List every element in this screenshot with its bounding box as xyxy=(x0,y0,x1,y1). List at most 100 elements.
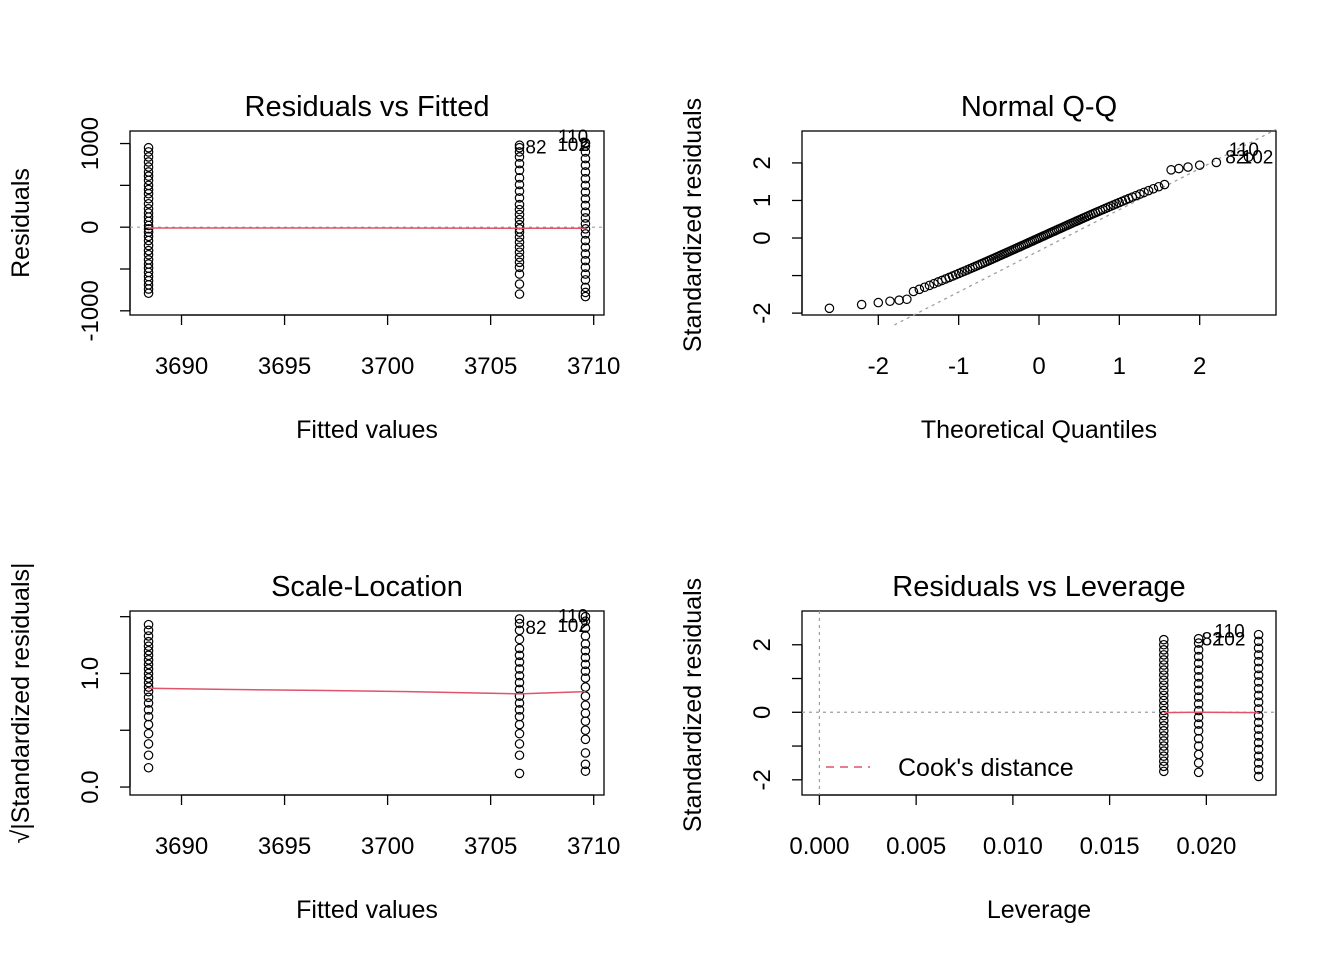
p3-point xyxy=(580,748,591,758)
p4-point xyxy=(1158,710,1169,721)
p2-point xyxy=(885,296,895,307)
p1-point xyxy=(580,167,591,177)
p1-y-tick-label: 1000 xyxy=(77,117,104,170)
panel-normal-qq: Normal Q-Q Theoretical Quantiles Standar… xyxy=(679,91,1277,444)
p1-point xyxy=(143,259,154,269)
p3-point xyxy=(143,698,154,708)
p3-y-axis: 0.0 1.0 xyxy=(77,616,131,804)
p3-point xyxy=(580,691,591,701)
p1-x-tick-label: 3710 xyxy=(567,353,620,380)
p4-point xyxy=(1253,697,1264,707)
p3-point xyxy=(580,673,591,683)
p4-point xyxy=(1158,650,1169,660)
p4-point xyxy=(1193,741,1204,751)
p2-y-tick-label: 1 xyxy=(749,194,776,207)
p3-point xyxy=(514,691,525,701)
p1-point xyxy=(580,137,591,148)
p1-points xyxy=(143,137,591,302)
p2-x-axis: -2 -1 0 1 2 xyxy=(868,314,1206,380)
p4-point xyxy=(1253,731,1264,741)
p4-point xyxy=(1193,733,1204,744)
p2-point xyxy=(1153,181,1164,192)
p1-point xyxy=(143,193,154,204)
p3-point xyxy=(514,677,525,688)
p3-point xyxy=(143,682,154,692)
p3-point xyxy=(514,768,525,779)
p1-point xyxy=(580,213,591,223)
p4-point xyxy=(1193,633,1204,644)
p4-y-axis: -2 0 2 xyxy=(749,638,803,790)
p2-x-tick-label: -2 xyxy=(868,353,889,380)
p1-point xyxy=(143,198,154,209)
p4-y-tick-label: 2 xyxy=(749,638,776,651)
p3-x-tick-label: 3690 xyxy=(155,833,208,860)
p3-point xyxy=(143,636,154,647)
p3-point xyxy=(514,705,525,715)
p1-x-tick-label: 3705 xyxy=(464,353,517,380)
p1-point xyxy=(514,147,525,157)
p1-point xyxy=(580,207,591,217)
p2-point xyxy=(1166,165,1176,175)
p2-point xyxy=(856,299,867,310)
p1-point xyxy=(514,173,525,183)
p3-x-tick-label: 3700 xyxy=(361,833,414,860)
p2-point xyxy=(1148,183,1159,194)
p3-point-labels: 110 82 102 xyxy=(525,607,589,639)
p4-point xyxy=(1193,645,1204,655)
p1-point xyxy=(580,291,591,302)
p3-point xyxy=(580,652,591,663)
p1-point xyxy=(580,255,591,266)
p4-point xyxy=(1253,771,1264,782)
p1-point xyxy=(514,237,525,248)
p3-point xyxy=(143,631,154,641)
p3-point xyxy=(580,645,591,656)
p2-point xyxy=(924,280,935,291)
p4-point xyxy=(1253,717,1264,728)
p4-point xyxy=(1193,719,1204,729)
panel-scale-location: Scale-Location Fitted values √|Standardi… xyxy=(7,562,620,924)
p1-point-label: 110 xyxy=(558,127,588,148)
p1-point xyxy=(514,279,525,289)
p1-point-label: 82 xyxy=(525,138,546,159)
p4-point xyxy=(1193,678,1204,689)
p1-point xyxy=(514,257,525,268)
p4-point xyxy=(1158,695,1169,706)
p1-point xyxy=(143,142,154,153)
p3-x-axis-label: Fitted values xyxy=(296,896,438,924)
p4-point xyxy=(1193,749,1204,760)
p3-point xyxy=(580,700,591,711)
p1-point xyxy=(514,186,525,197)
p2-point xyxy=(1159,179,1170,190)
p3-points xyxy=(143,611,591,779)
p3-point xyxy=(143,705,154,715)
p4-point xyxy=(1158,685,1169,696)
p4-point-label: 102 xyxy=(1214,630,1246,651)
p4-x-tick-label: 0.020 xyxy=(1176,833,1236,860)
p3-y-axis-label: √|Standardized residuals| xyxy=(7,562,35,843)
p4-point xyxy=(1158,655,1169,665)
p4-point xyxy=(1253,650,1264,660)
p2-point xyxy=(1194,160,1205,170)
p4-point xyxy=(1158,715,1169,726)
p2-point-label: 82 xyxy=(1225,147,1246,168)
p1-point xyxy=(580,275,591,285)
p3-point xyxy=(143,619,154,630)
p2-point xyxy=(873,297,884,308)
p4-point xyxy=(1253,643,1264,653)
p4-point xyxy=(1158,670,1169,680)
p1-y-axis: -1000 0 1000 xyxy=(77,117,131,342)
p3-point xyxy=(580,759,591,770)
p1-point xyxy=(514,142,525,153)
p3-x-tick-label: 3695 xyxy=(258,833,311,860)
p4-point xyxy=(1253,670,1264,680)
p3-point xyxy=(514,719,525,730)
p1-point xyxy=(514,247,525,258)
p2-y-tick-label: 2 xyxy=(749,156,776,169)
p3-point xyxy=(580,716,591,726)
p1-point xyxy=(143,240,154,251)
p2-point xyxy=(824,303,835,314)
p1-point xyxy=(514,193,525,203)
p3-smooth-curve xyxy=(148,687,586,695)
p3-point xyxy=(580,682,591,692)
p4-point xyxy=(1158,756,1169,767)
